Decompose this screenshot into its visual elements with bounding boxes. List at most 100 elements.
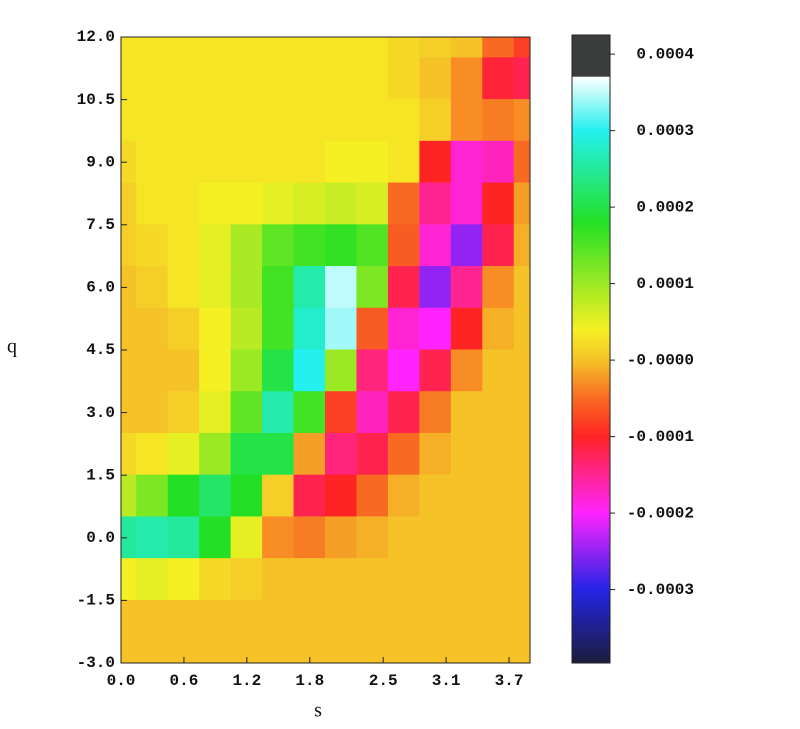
heat-cell bbox=[293, 516, 326, 560]
heat-cell bbox=[325, 599, 358, 643]
heat-cell bbox=[230, 99, 264, 142]
heat-cell bbox=[199, 37, 232, 59]
heat-cell bbox=[513, 558, 530, 601]
heat-cell bbox=[356, 641, 389, 663]
heat-cell bbox=[136, 516, 169, 560]
heat-cell bbox=[199, 558, 232, 601]
heat-cell bbox=[513, 140, 530, 184]
heat-cell bbox=[450, 182, 484, 226]
heat-cell bbox=[167, 37, 201, 59]
heat-cell bbox=[356, 182, 389, 226]
heat-cell bbox=[121, 599, 138, 643]
heat-cell bbox=[450, 432, 484, 476]
heat-cell bbox=[121, 307, 138, 351]
heat-cell bbox=[356, 558, 389, 601]
heat-cell bbox=[136, 307, 169, 351]
heat-cell bbox=[121, 432, 138, 476]
heat-cell bbox=[230, 224, 264, 268]
heat-cell bbox=[230, 307, 264, 351]
heat-cell bbox=[230, 558, 264, 601]
x-tick-label: 0.0 bbox=[107, 672, 136, 690]
heat-cell bbox=[199, 599, 232, 643]
heat-cell bbox=[293, 57, 326, 101]
heat-cell bbox=[325, 641, 358, 663]
heat-cell bbox=[356, 391, 389, 434]
heat-cell bbox=[167, 432, 201, 476]
x-tick-label: 2.5 bbox=[369, 672, 398, 690]
heat-cell bbox=[450, 558, 484, 601]
x-tick-label: 0.6 bbox=[170, 672, 199, 690]
heat-cell bbox=[387, 474, 421, 518]
heat-cell bbox=[450, 140, 484, 184]
heat-cell bbox=[387, 57, 421, 101]
heat-cell bbox=[450, 349, 484, 393]
heat-cell bbox=[356, 37, 389, 59]
heat-cell bbox=[387, 99, 421, 142]
heat-cell bbox=[293, 599, 326, 643]
heat-cell bbox=[199, 307, 232, 351]
heat-cell bbox=[419, 516, 452, 560]
heat-cell bbox=[199, 349, 232, 393]
heat-cell bbox=[136, 224, 169, 268]
heat-cell bbox=[482, 474, 515, 518]
heat-cell bbox=[167, 99, 201, 142]
heat-cell bbox=[419, 599, 452, 643]
heat-cell bbox=[167, 391, 201, 434]
heat-cell bbox=[262, 307, 295, 351]
heat-cell bbox=[199, 432, 232, 476]
heat-cell bbox=[325, 391, 358, 434]
heat-cell bbox=[325, 474, 358, 518]
heat-cell bbox=[167, 349, 201, 393]
heat-cell bbox=[419, 349, 452, 393]
heat-cell bbox=[325, 266, 358, 309]
heat-cell bbox=[325, 37, 358, 59]
heat-cell bbox=[230, 266, 264, 309]
heat-cell bbox=[199, 516, 232, 560]
heat-cell bbox=[199, 641, 232, 663]
heat-cell bbox=[450, 307, 484, 351]
heat-cell bbox=[387, 432, 421, 476]
heat-cell bbox=[136, 641, 169, 663]
heat-cell bbox=[230, 391, 264, 434]
heat-cell bbox=[419, 432, 452, 476]
heat-cell bbox=[262, 641, 295, 663]
y-tick-label: 9.0 bbox=[86, 153, 115, 171]
heat-cell bbox=[262, 224, 295, 268]
heat-cell bbox=[387, 307, 421, 351]
x-tick-label: 1.8 bbox=[295, 672, 324, 690]
heat-cell bbox=[482, 391, 515, 434]
heat-cell bbox=[121, 641, 138, 663]
heat-cell bbox=[262, 391, 295, 434]
heat-cell bbox=[387, 391, 421, 434]
heat-cell bbox=[167, 182, 201, 226]
heat-cell bbox=[121, 57, 138, 101]
heat-cell bbox=[356, 349, 389, 393]
heat-cell bbox=[387, 182, 421, 226]
heat-cell bbox=[136, 182, 169, 226]
heat-cell bbox=[293, 349, 326, 393]
heat-cell bbox=[419, 307, 452, 351]
heat-cell bbox=[199, 57, 232, 101]
heat-cell bbox=[293, 140, 326, 184]
heat-cell bbox=[199, 140, 232, 184]
colorbar-tick-label: 0.0004 bbox=[636, 45, 694, 63]
heat-cell bbox=[513, 474, 530, 518]
heat-cell bbox=[199, 182, 232, 226]
heat-cell bbox=[450, 641, 484, 663]
heat-cell bbox=[121, 224, 138, 268]
heat-cell bbox=[387, 266, 421, 309]
heat-cell bbox=[513, 57, 530, 101]
heat-cell bbox=[482, 307, 515, 351]
x-tick-label: 3.7 bbox=[495, 672, 524, 690]
heat-cell bbox=[450, 516, 484, 560]
heat-cell bbox=[419, 57, 452, 101]
heat-cell bbox=[262, 599, 295, 643]
heat-cell bbox=[230, 432, 264, 476]
heat-cell bbox=[167, 516, 201, 560]
heat-cell bbox=[230, 37, 264, 59]
heat-cell bbox=[167, 140, 201, 184]
heat-cell bbox=[482, 57, 515, 101]
heat-cell bbox=[387, 516, 421, 560]
heat-cell bbox=[513, 641, 530, 663]
heat-cell bbox=[482, 99, 515, 142]
